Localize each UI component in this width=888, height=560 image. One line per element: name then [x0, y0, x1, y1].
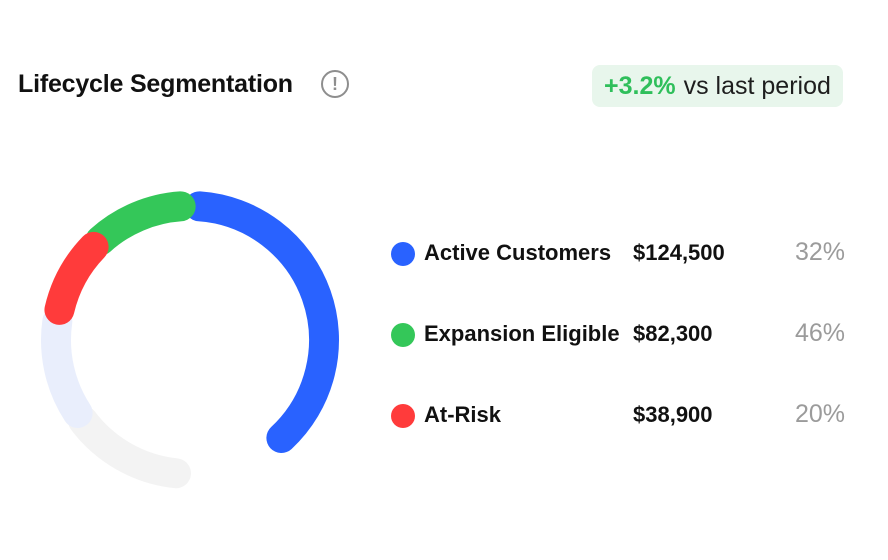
legend-item-at-risk: At-Risk $38,900 20%	[391, 400, 861, 430]
delta-text: vs last period	[683, 71, 831, 100]
chart-title: Lifecycle Segmentation	[18, 70, 293, 98]
legend-dot-expansion-eligible	[391, 323, 415, 347]
legend-percent: 46%	[794, 319, 845, 347]
donut-segment-active-customers	[184, 191, 339, 454]
legend-label: At-Risk	[424, 402, 502, 427]
legend-dot-active-customers	[391, 242, 415, 266]
donut-segment-faded-blue	[41, 306, 93, 428]
legend-amount: $124,500	[633, 240, 725, 265]
delta-value: +3.2%	[604, 71, 676, 100]
legend-amount: $82,300	[633, 321, 713, 346]
donut-segment-faded-gray	[67, 405, 191, 489]
legend-item-expansion-eligible: Expansion Eligible $82,300 46%	[391, 319, 861, 349]
legend-dot-at-risk	[391, 404, 415, 428]
donut-chart	[41, 191, 339, 489]
legend-label: Expansion Eligible	[424, 321, 620, 346]
legend-amount: $38,900	[633, 402, 713, 427]
donut-segment-expansion-eligible	[85, 191, 196, 256]
legend-percent: 32%	[794, 238, 845, 266]
legend-percent: 20%	[794, 400, 845, 428]
legend-label: Active Customers	[424, 240, 612, 265]
info-icon[interactable]: !	[321, 70, 349, 98]
legend-item-active-customers: Active Customers $124,500 32%	[391, 238, 861, 268]
donut-segment-at-risk	[44, 231, 109, 325]
delta-badge: +3.2% vs last period	[592, 65, 843, 107]
